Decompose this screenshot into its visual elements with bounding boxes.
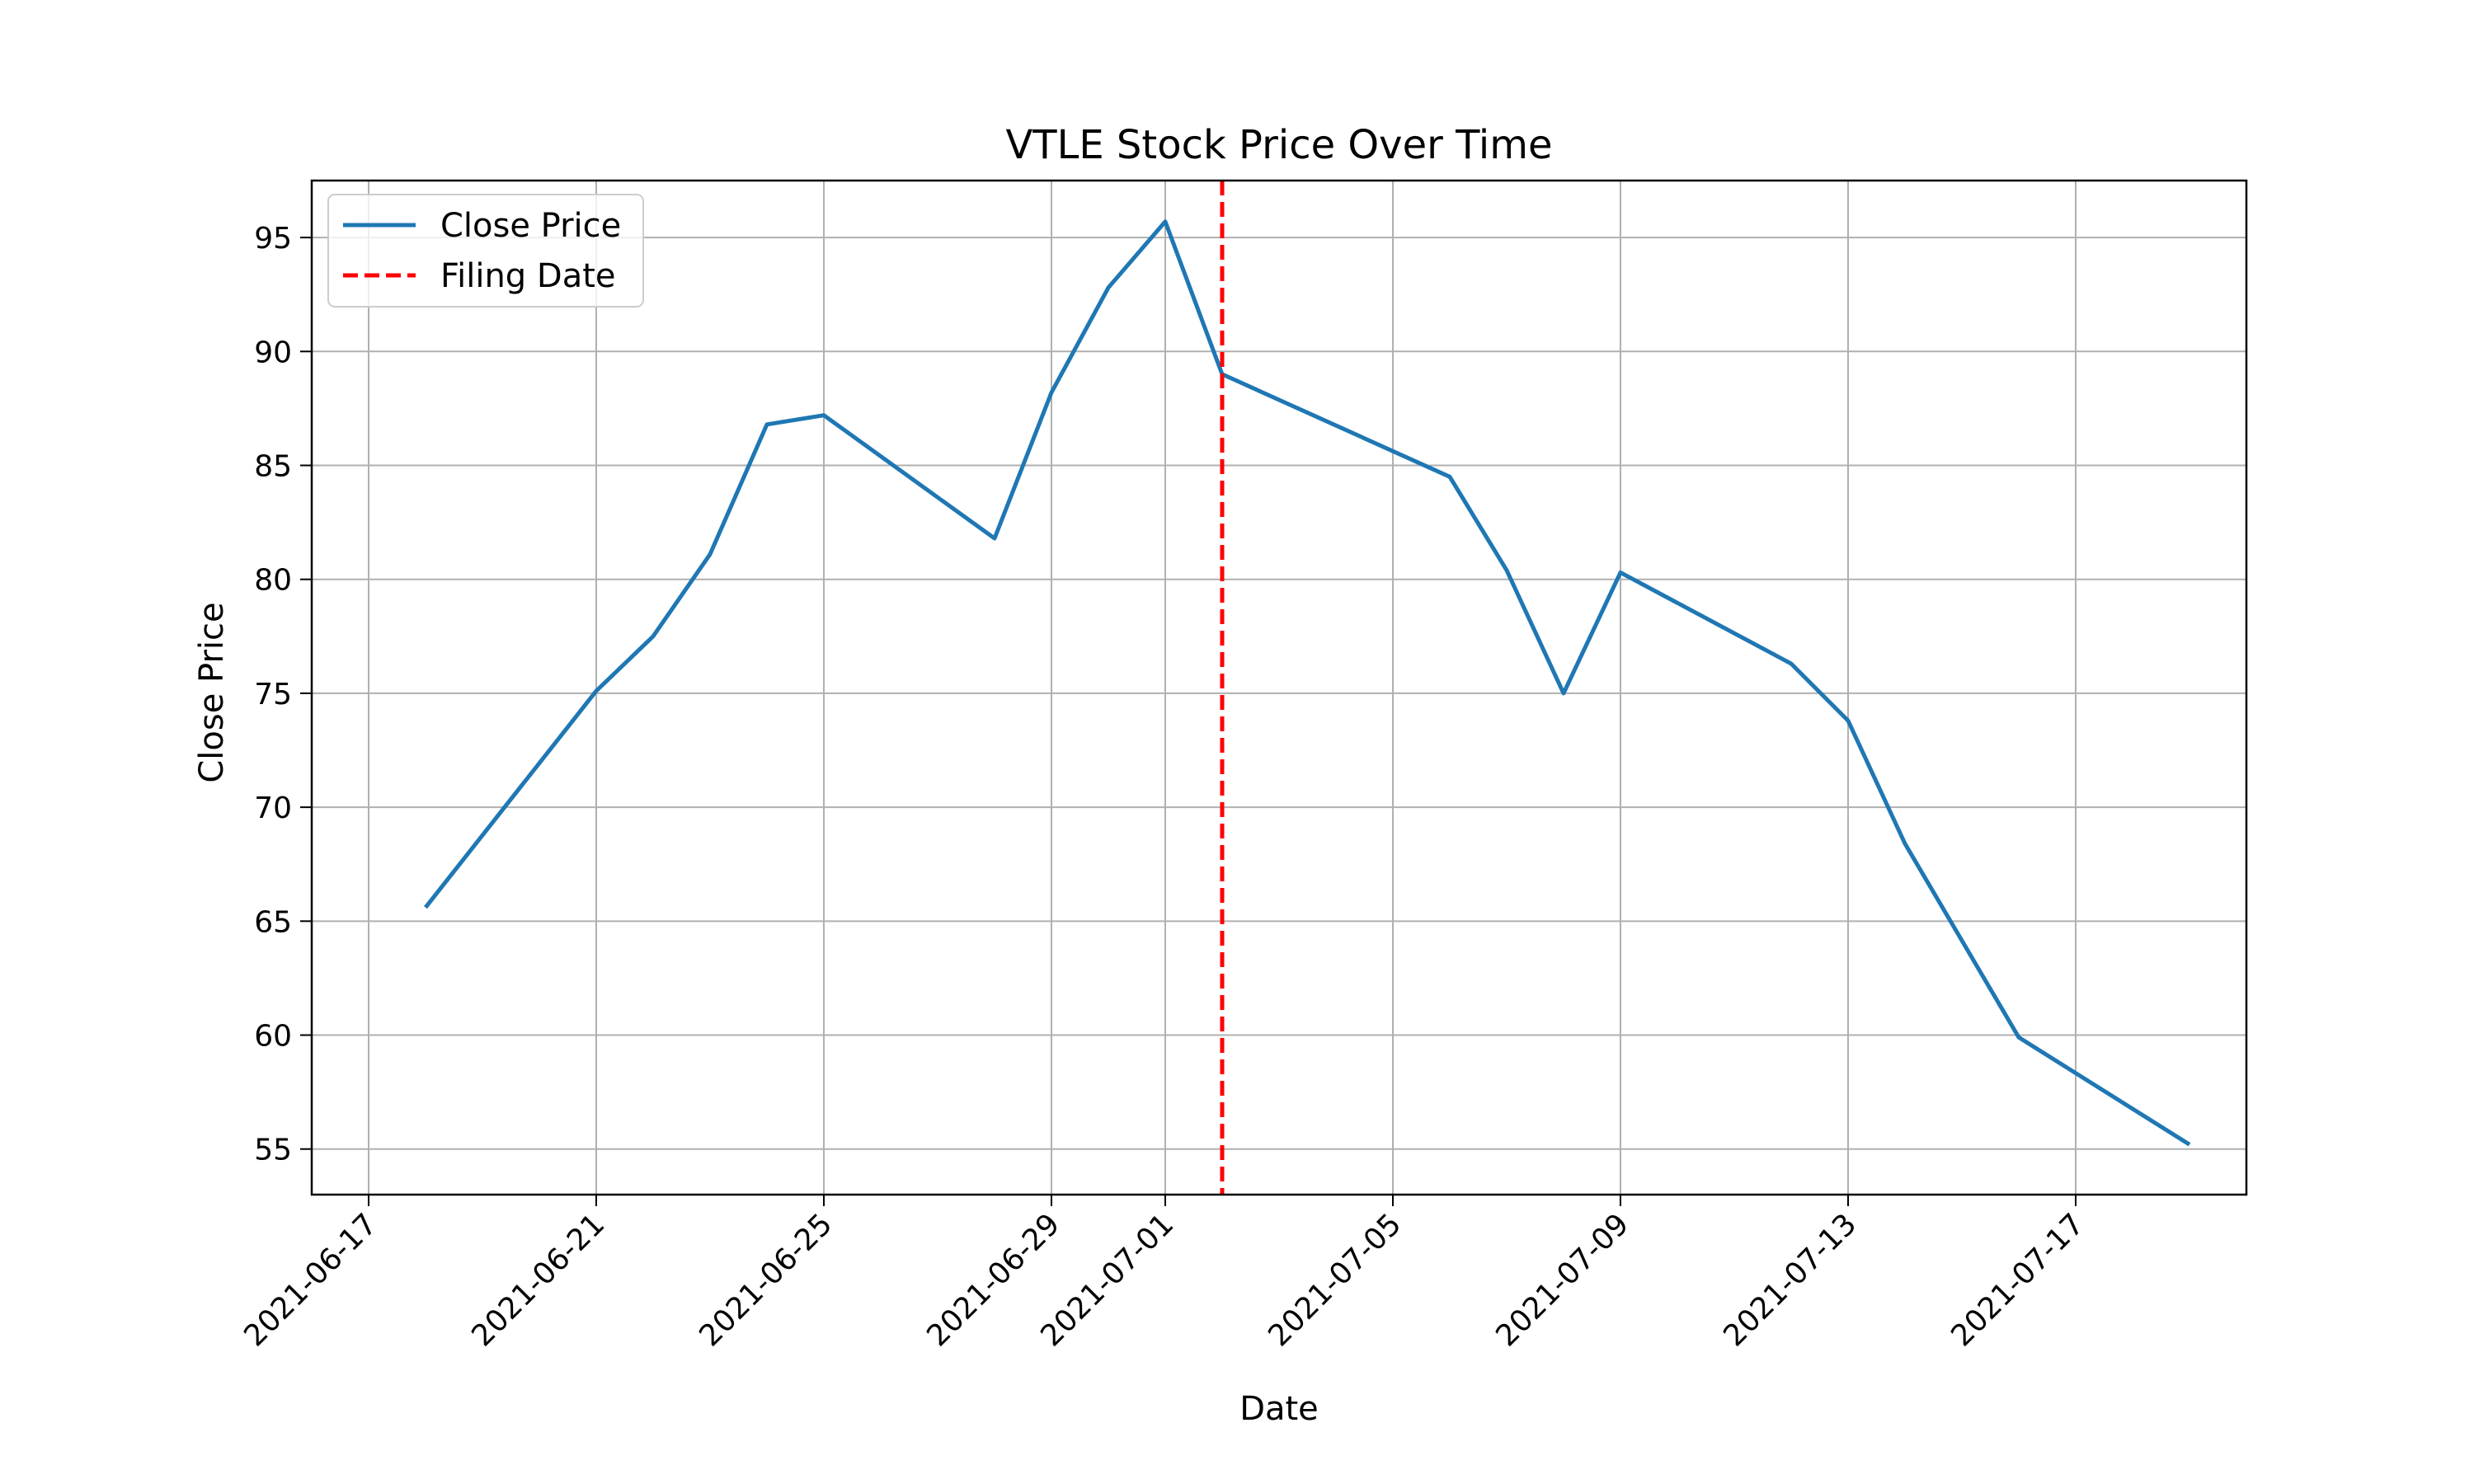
- y-tick-label: 65: [254, 905, 292, 939]
- grid: [312, 181, 2246, 1195]
- series-layer: [424, 219, 2191, 1147]
- y-tick-label: 85: [254, 450, 292, 484]
- legend-box: [327, 194, 644, 308]
- y-tick-label: 70: [254, 791, 292, 825]
- plot-area-frame: [310, 179, 2248, 1196]
- y-axis-ticks: 55 60 65 70 75 80 85 90 95: [254, 222, 312, 1167]
- y-tick-label: 95: [254, 222, 292, 256]
- x-axis-title: Date: [1239, 1390, 1319, 1428]
- y-tick-label: 60: [254, 1020, 292, 1054]
- chart-title: VTLE Stock Price Over Time: [1005, 122, 1552, 168]
- y-axis-title: Close Price: [193, 602, 231, 782]
- series-line-close-price: [424, 219, 2191, 1147]
- legend-label-close-price: Close Price: [440, 207, 621, 245]
- y-tick-label: 80: [254, 564, 292, 598]
- legend-label-filing-date: Filing Date: [440, 257, 616, 295]
- y-tick-label: 55: [254, 1134, 292, 1167]
- y-tick-label: 90: [254, 336, 292, 369]
- y-tick-label: 75: [254, 678, 292, 711]
- legend: Close Price Filing Date: [327, 194, 644, 308]
